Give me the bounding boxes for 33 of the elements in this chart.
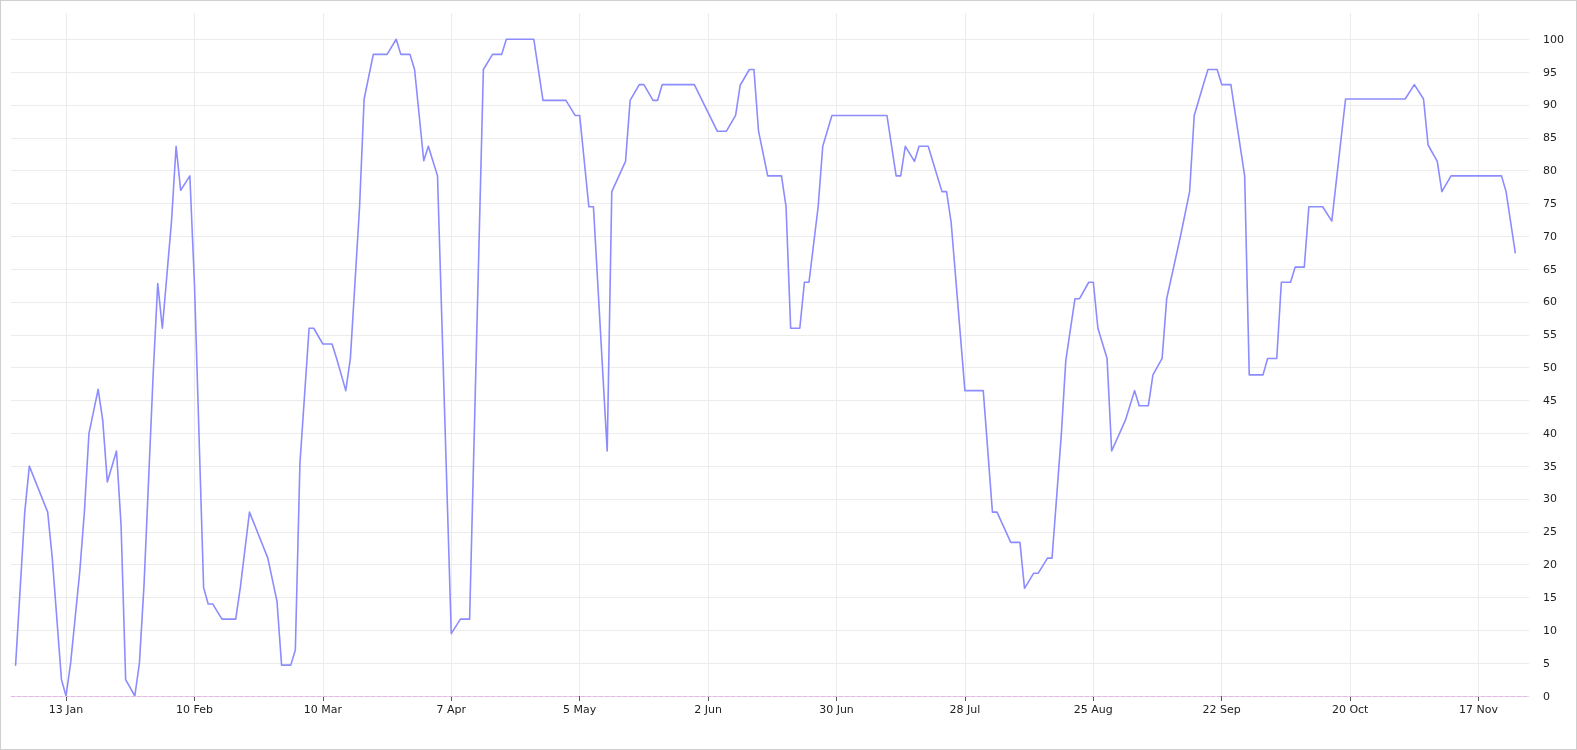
y-tick-label: 5	[1543, 656, 1550, 670]
y-tick-label: 60	[1543, 295, 1557, 309]
x-tick-label: 25 Aug	[1073, 703, 1113, 716]
y-tick-label: 50	[1543, 361, 1557, 375]
y-tick-label: 40	[1543, 426, 1557, 440]
y-tick-label: 0	[1543, 689, 1550, 703]
x-tick-label: 20 Oct	[1331, 703, 1370, 716]
x-tick-label: 13 Jan	[48, 703, 84, 716]
x-tick-label: 7 Apr	[436, 703, 467, 716]
y-tick-label: 45	[1543, 393, 1557, 407]
x-tick-label: 30 Jun	[819, 703, 854, 716]
y-tick-label: 65	[1543, 262, 1557, 276]
y-tick-label: 55	[1543, 328, 1557, 342]
y-tick-label: 75	[1543, 196, 1557, 210]
y-tick-label: 35	[1543, 459, 1557, 473]
x-tick-label: 10 Mar	[303, 703, 343, 716]
y-tick-label: 10	[1543, 623, 1557, 637]
y-tick-label: 100	[1543, 32, 1564, 46]
y-tick-label: 85	[1543, 131, 1557, 145]
x-tick-label: 22 Sep	[1202, 703, 1241, 716]
x-tick-label: 28 Jul	[949, 703, 981, 716]
y-tick-label: 20	[1543, 558, 1557, 572]
y-tick-label: 30	[1543, 492, 1557, 506]
x-tick-label: 17 Nov	[1459, 703, 1499, 716]
y-tick-label: 80	[1543, 164, 1557, 178]
x-tick-label: 2 Jun	[694, 703, 722, 716]
x-tick-label: 10 Feb	[175, 703, 213, 716]
y-tick-label: 95	[1543, 65, 1557, 79]
y-tick-label: 70	[1543, 229, 1557, 243]
y-tick-label: 15	[1543, 590, 1557, 604]
y-tick-label: 90	[1543, 98, 1557, 112]
x-tick-label: 5 May	[563, 703, 597, 716]
y-tick-label: 25	[1543, 525, 1557, 539]
